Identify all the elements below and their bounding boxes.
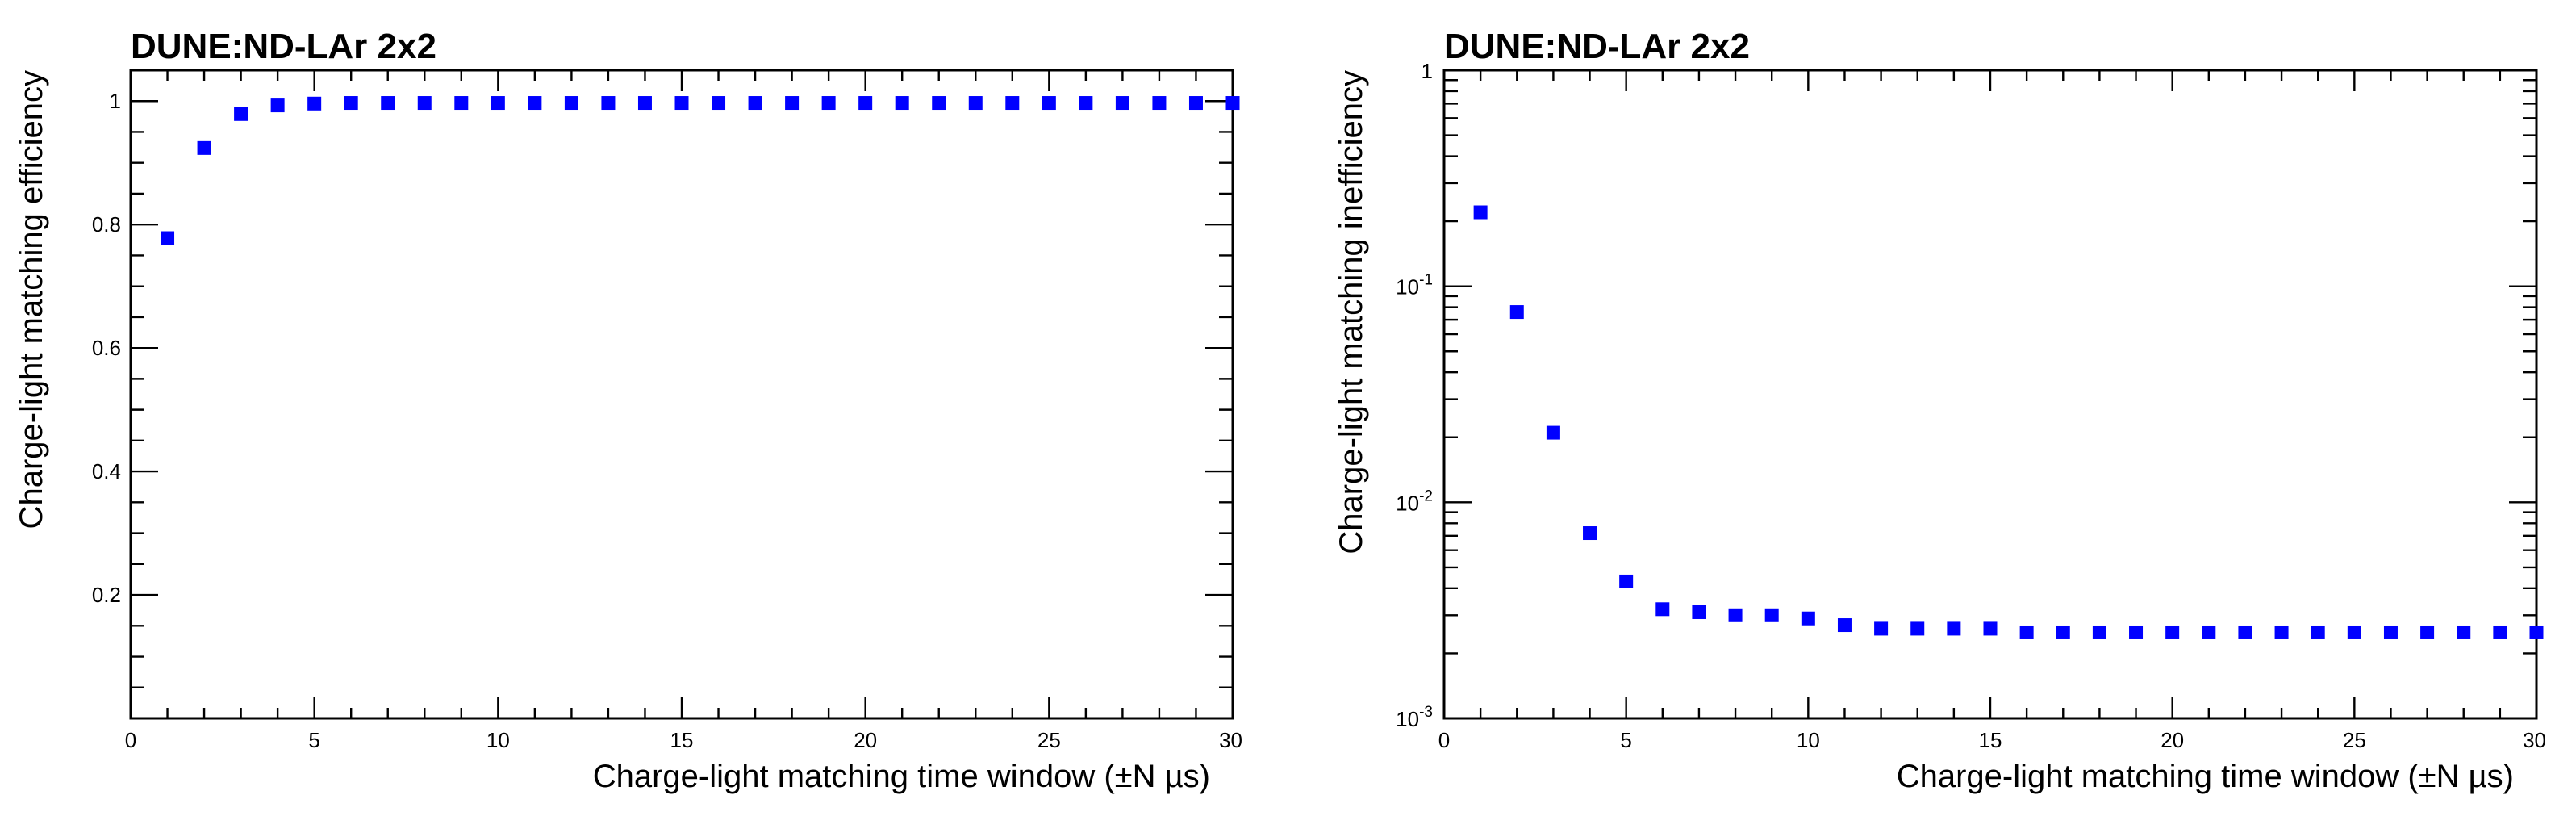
x-axis-title: Charge-light matching time window (±N µs… [1897, 759, 2514, 794]
data-point [491, 96, 505, 111]
x-tick-label: 10 [1797, 728, 1820, 752]
data-point [1910, 621, 1925, 636]
data-point [564, 96, 578, 111]
data-point [895, 96, 909, 111]
data-point [1583, 526, 1597, 541]
x-tick-label: 0 [125, 728, 136, 752]
x-tick-label: 30 [1219, 728, 1242, 752]
data-point [785, 96, 800, 111]
y-tick-label: 1 [110, 89, 121, 113]
x-tick-label: 20 [2161, 728, 2184, 752]
data-point [674, 96, 689, 111]
data-point [2311, 625, 2325, 639]
y-tick-label: 10-2 [1396, 488, 1433, 515]
data-point [858, 96, 873, 111]
data-point [1874, 621, 1889, 636]
data-point [1225, 96, 1240, 111]
chart-title: DUNE:ND-LAr 2x2 [131, 27, 436, 66]
data-point [2347, 625, 2361, 639]
data-point [1115, 96, 1129, 111]
data-point [821, 96, 836, 111]
x-tick-label: 20 [854, 728, 877, 752]
data-point [1005, 96, 1020, 111]
data-point [454, 96, 469, 111]
data-point [344, 96, 358, 111]
data-point [2420, 625, 2435, 639]
plot-frame [129, 69, 1234, 720]
data-point [932, 96, 946, 111]
data-point [712, 96, 726, 111]
data-point [2274, 625, 2289, 639]
data-point [2019, 625, 2034, 639]
data-point [2383, 625, 2398, 639]
y-tick-label: 10-1 [1396, 272, 1433, 299]
data-point [161, 231, 175, 245]
x-tick-label: 30 [2523, 728, 2546, 752]
data-point [1152, 96, 1167, 111]
y-axis-title: Charge-light matching efficiency [14, 70, 49, 529]
data-point [2056, 625, 2070, 639]
data-point [2238, 625, 2252, 639]
data-point [1509, 305, 1524, 320]
x-tick-label: 15 [1979, 728, 2002, 752]
data-point [1764, 608, 1779, 622]
x-tick-label: 25 [2343, 728, 2366, 752]
data-point [1188, 96, 1203, 111]
y-tick-label: 0.8 [92, 212, 121, 236]
data-point [1728, 608, 1743, 622]
chart-1: DUNE:ND-LAr 2x2 0 5 10 15 20 25 30 0.2 0.4 0.6 0.8 1… [14, 27, 1242, 794]
y-tick-label: 0.6 [92, 336, 121, 360]
y-tick-label: 10-3 [1396, 704, 1433, 731]
x-tick-label: 15 [670, 728, 694, 752]
data-point [601, 96, 616, 111]
x-tick-label: 5 [1620, 728, 1631, 752]
chart-2: DUNE:ND-LAr 2x2 0 5 10 15 20 25 30 10-3 10-2 10-1 1… [1334, 27, 2546, 794]
y-tick-label: 0.2 [92, 583, 121, 607]
x-tick-label: 5 [308, 728, 319, 752]
data-point [2165, 625, 2180, 639]
data-point [2129, 625, 2144, 639]
data-point [197, 140, 211, 155]
data-point [2092, 625, 2106, 639]
data-point [1801, 611, 1815, 626]
data-point [748, 96, 762, 111]
plot-frame [1442, 69, 2538, 720]
data-point [637, 96, 652, 111]
y-tick-label: 1 [1422, 59, 1433, 83]
data-point [1837, 618, 1852, 633]
data-point [307, 96, 322, 111]
data-point [1079, 96, 1093, 111]
data-point [1546, 425, 1560, 440]
y-axis-title: Charge-light matching inefficiency [1334, 70, 1369, 554]
data-point [1947, 621, 1961, 636]
data-point [417, 96, 432, 111]
data-point [1619, 574, 1634, 588]
data-point [968, 96, 983, 111]
x-tick-label: 25 [1037, 728, 1061, 752]
data-point [1042, 96, 1056, 111]
data-point [2202, 625, 2216, 639]
x-tick-label: 0 [1438, 728, 1450, 752]
data-point [1692, 605, 1706, 619]
data-point [2457, 625, 2471, 639]
data-point [381, 96, 395, 111]
data-point [528, 96, 542, 111]
data-point [2529, 625, 2544, 639]
data-point [2493, 625, 2507, 639]
data-point [1655, 602, 1670, 617]
x-axis-title: Charge-light matching time window (±N µs… [593, 759, 1210, 794]
x-tick-label: 10 [486, 728, 510, 752]
data-point [234, 107, 248, 121]
data-point [270, 98, 285, 113]
data-point [1983, 621, 1998, 636]
data-point [1473, 205, 1488, 220]
chart-title: DUNE:ND-LAr 2x2 [1444, 27, 1750, 66]
y-tick-label: 0.4 [92, 459, 121, 483]
